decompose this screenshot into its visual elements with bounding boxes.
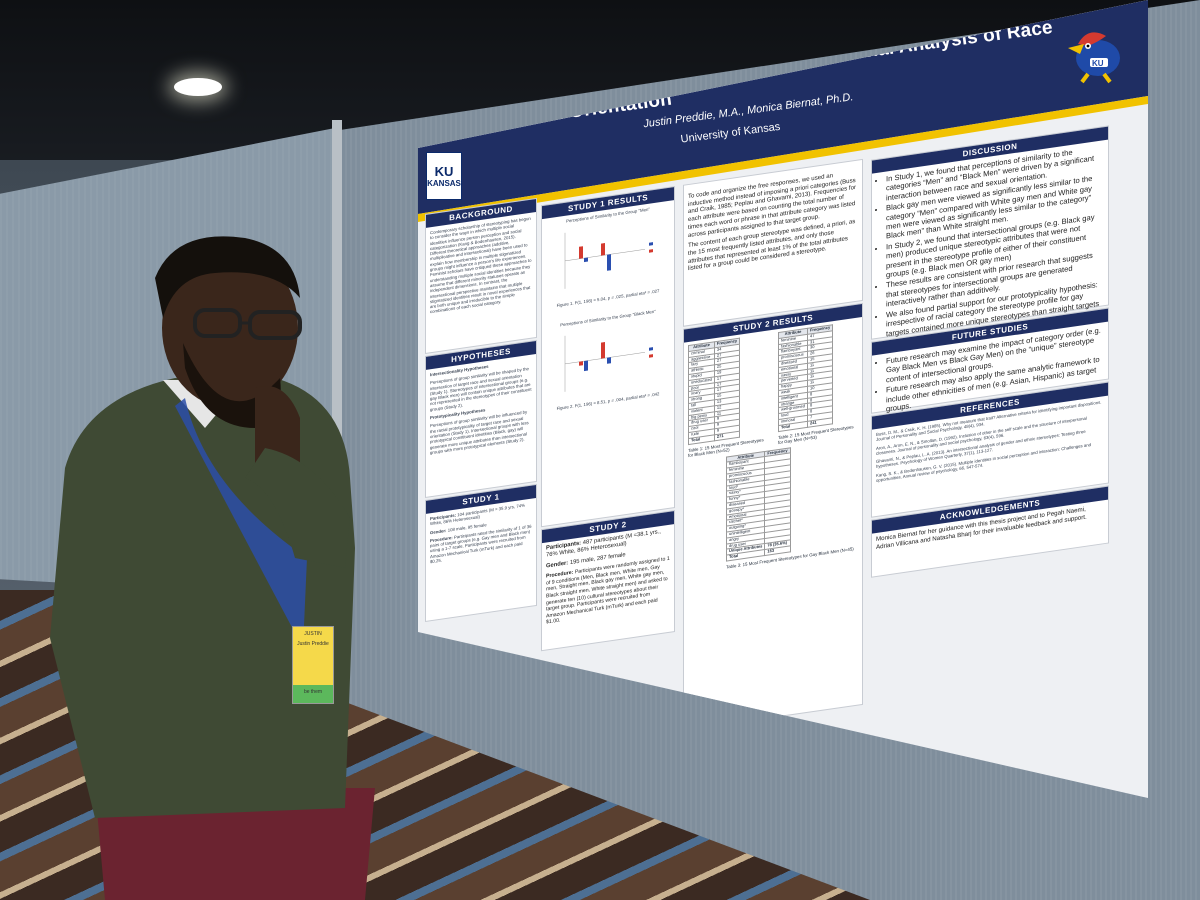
- bar-black-straight: [607, 357, 611, 364]
- legend-swatch: [649, 354, 653, 358]
- legend-swatch: [649, 242, 653, 247]
- presenter-figure: [50, 236, 375, 900]
- locs-hair: [155, 236, 300, 318]
- bar-white-gay: [579, 246, 583, 260]
- gay-black-men-table-block: Attribute Frequency flamboyant feminine pro…: [722, 437, 862, 571]
- badge-ribbon-text: be them: [303, 689, 323, 695]
- bar-black-straight: [607, 254, 611, 272]
- bar-black-gay: [601, 243, 605, 256]
- study2-section: STUDY 2 Participants: 487 participants (…: [542, 511, 674, 651]
- bar-black-gay: [601, 341, 605, 359]
- similarity-to-black-men-chart: [564, 335, 653, 392]
- bar-white-straight: [584, 257, 588, 263]
- legend-swatch: [649, 249, 653, 254]
- study1-results-section: STUDY 1 RESULTS Perceptions of Similarit…: [542, 187, 674, 527]
- raised-arm-sleeve: [245, 448, 350, 568]
- field-label: Gender:: [430, 527, 447, 535]
- legend-swatch: [649, 347, 653, 351]
- study2-results-section: STUDY 2 RESULTS Attribute Frequency crimi…: [684, 304, 862, 730]
- jayhawk-mascot-icon: KU: [1068, 32, 1120, 84]
- hypotheses-section: HYPOTHESES Intersectionality Hypotheses …: [426, 340, 536, 497]
- ku-seal-logo: KU KANSAS: [426, 152, 462, 200]
- gay-men-stereotype-table: Attribute Frequency feminine 47 fashionable…: [778, 324, 833, 432]
- black-men-table-block: Attribute Frequency criminal 34 aggressive 2…: [684, 330, 774, 460]
- study1-section: STUDY 1 Participants: 104 participants (…: [426, 484, 536, 621]
- sweater: [50, 378, 355, 818]
- bar-white-straight: [584, 360, 588, 371]
- poster-body: BACKGROUND Contemporary scholarship of s…: [418, 0, 1148, 798]
- gay-black-men-stereotype-table: Attribute Frequency flamboyant feminine pro…: [726, 447, 791, 562]
- ceiling-light: [174, 78, 222, 96]
- background-section: BACKGROUND Contemporary scholarship of s…: [426, 198, 536, 353]
- name-badge: JUSTIN Justin Preddie be them: [292, 626, 334, 704]
- discussion-section: DISCUSSION In Study 1, we found that per…: [872, 126, 1108, 357]
- bar-white-gay: [579, 361, 583, 366]
- trousers: [95, 788, 375, 900]
- badge-lines: Justin Preddie: [297, 641, 329, 647]
- panel-frame: [332, 120, 342, 720]
- field-label: Gender:: [546, 560, 569, 570]
- black-men-stereotype-table: Attribute Frequency criminal 34 aggressive 2…: [688, 338, 740, 445]
- badge-name: JUSTIN: [304, 631, 322, 637]
- lanyard: [175, 398, 307, 648]
- coding-method-section: To code and organize the free responses,…: [684, 160, 862, 326]
- head: [162, 248, 298, 408]
- ku-seal-initials: KU: [434, 164, 454, 179]
- gay-men-table-block: Attribute Frequency feminine 47 fashionable…: [774, 317, 862, 446]
- ku-seal-wordmark: KANSAS: [427, 179, 461, 188]
- background-text: Contemporary scholarship of stereotyping…: [430, 215, 532, 315]
- glasses-right-icon: [248, 310, 302, 340]
- badge-ribbon: be them: [293, 685, 333, 703]
- similarity-to-men-chart: [564, 233, 653, 290]
- svg-text:KU: KU: [1092, 59, 1104, 68]
